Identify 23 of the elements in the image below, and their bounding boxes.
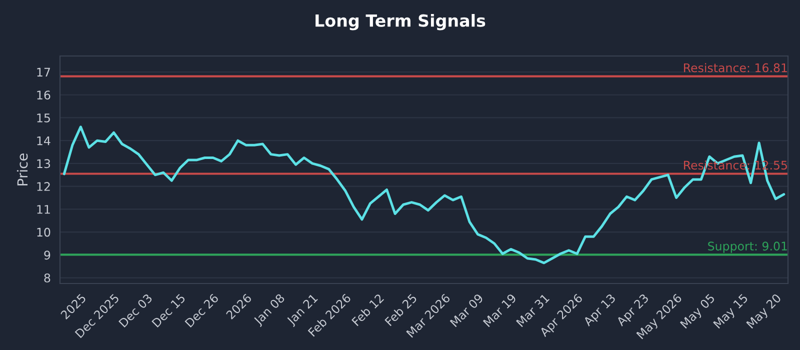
x-tick-label: Dec 26	[184, 293, 219, 328]
x-tick-label: Jan 08	[252, 293, 287, 328]
x-tick-label: Apr 13	[582, 293, 618, 328]
y-tick-label: 10	[37, 228, 50, 237]
y-axis-title: Price	[16, 154, 28, 186]
y-tick-label: 9	[44, 250, 50, 260]
line-series	[62, 126, 786, 264]
ref-line-label: Resistance: 16.81	[684, 63, 787, 72]
x-tick-label: Mar 09	[450, 293, 484, 328]
y-tick-label: 15	[37, 114, 50, 122]
y-tick-label: 12	[37, 182, 50, 191]
y-tick-label: 8	[44, 274, 50, 282]
x-tick-label: Dec 15	[152, 294, 186, 328]
x-tick-label: Dec 03	[118, 293, 153, 328]
y-tick-label: 14	[37, 136, 50, 146]
x-tick-label: Mar 19	[482, 293, 517, 328]
y-tick-label: 17	[37, 68, 50, 76]
ref-line-label: Support: 9.01	[708, 242, 787, 253]
y-tick-label: 16	[37, 90, 50, 100]
y-tick-label: 11	[37, 205, 50, 214]
x-tick-label: Feb 12	[351, 293, 384, 326]
y-tick-label: 13	[37, 159, 50, 168]
chart-title: Long Term Signals	[316, 14, 486, 30]
